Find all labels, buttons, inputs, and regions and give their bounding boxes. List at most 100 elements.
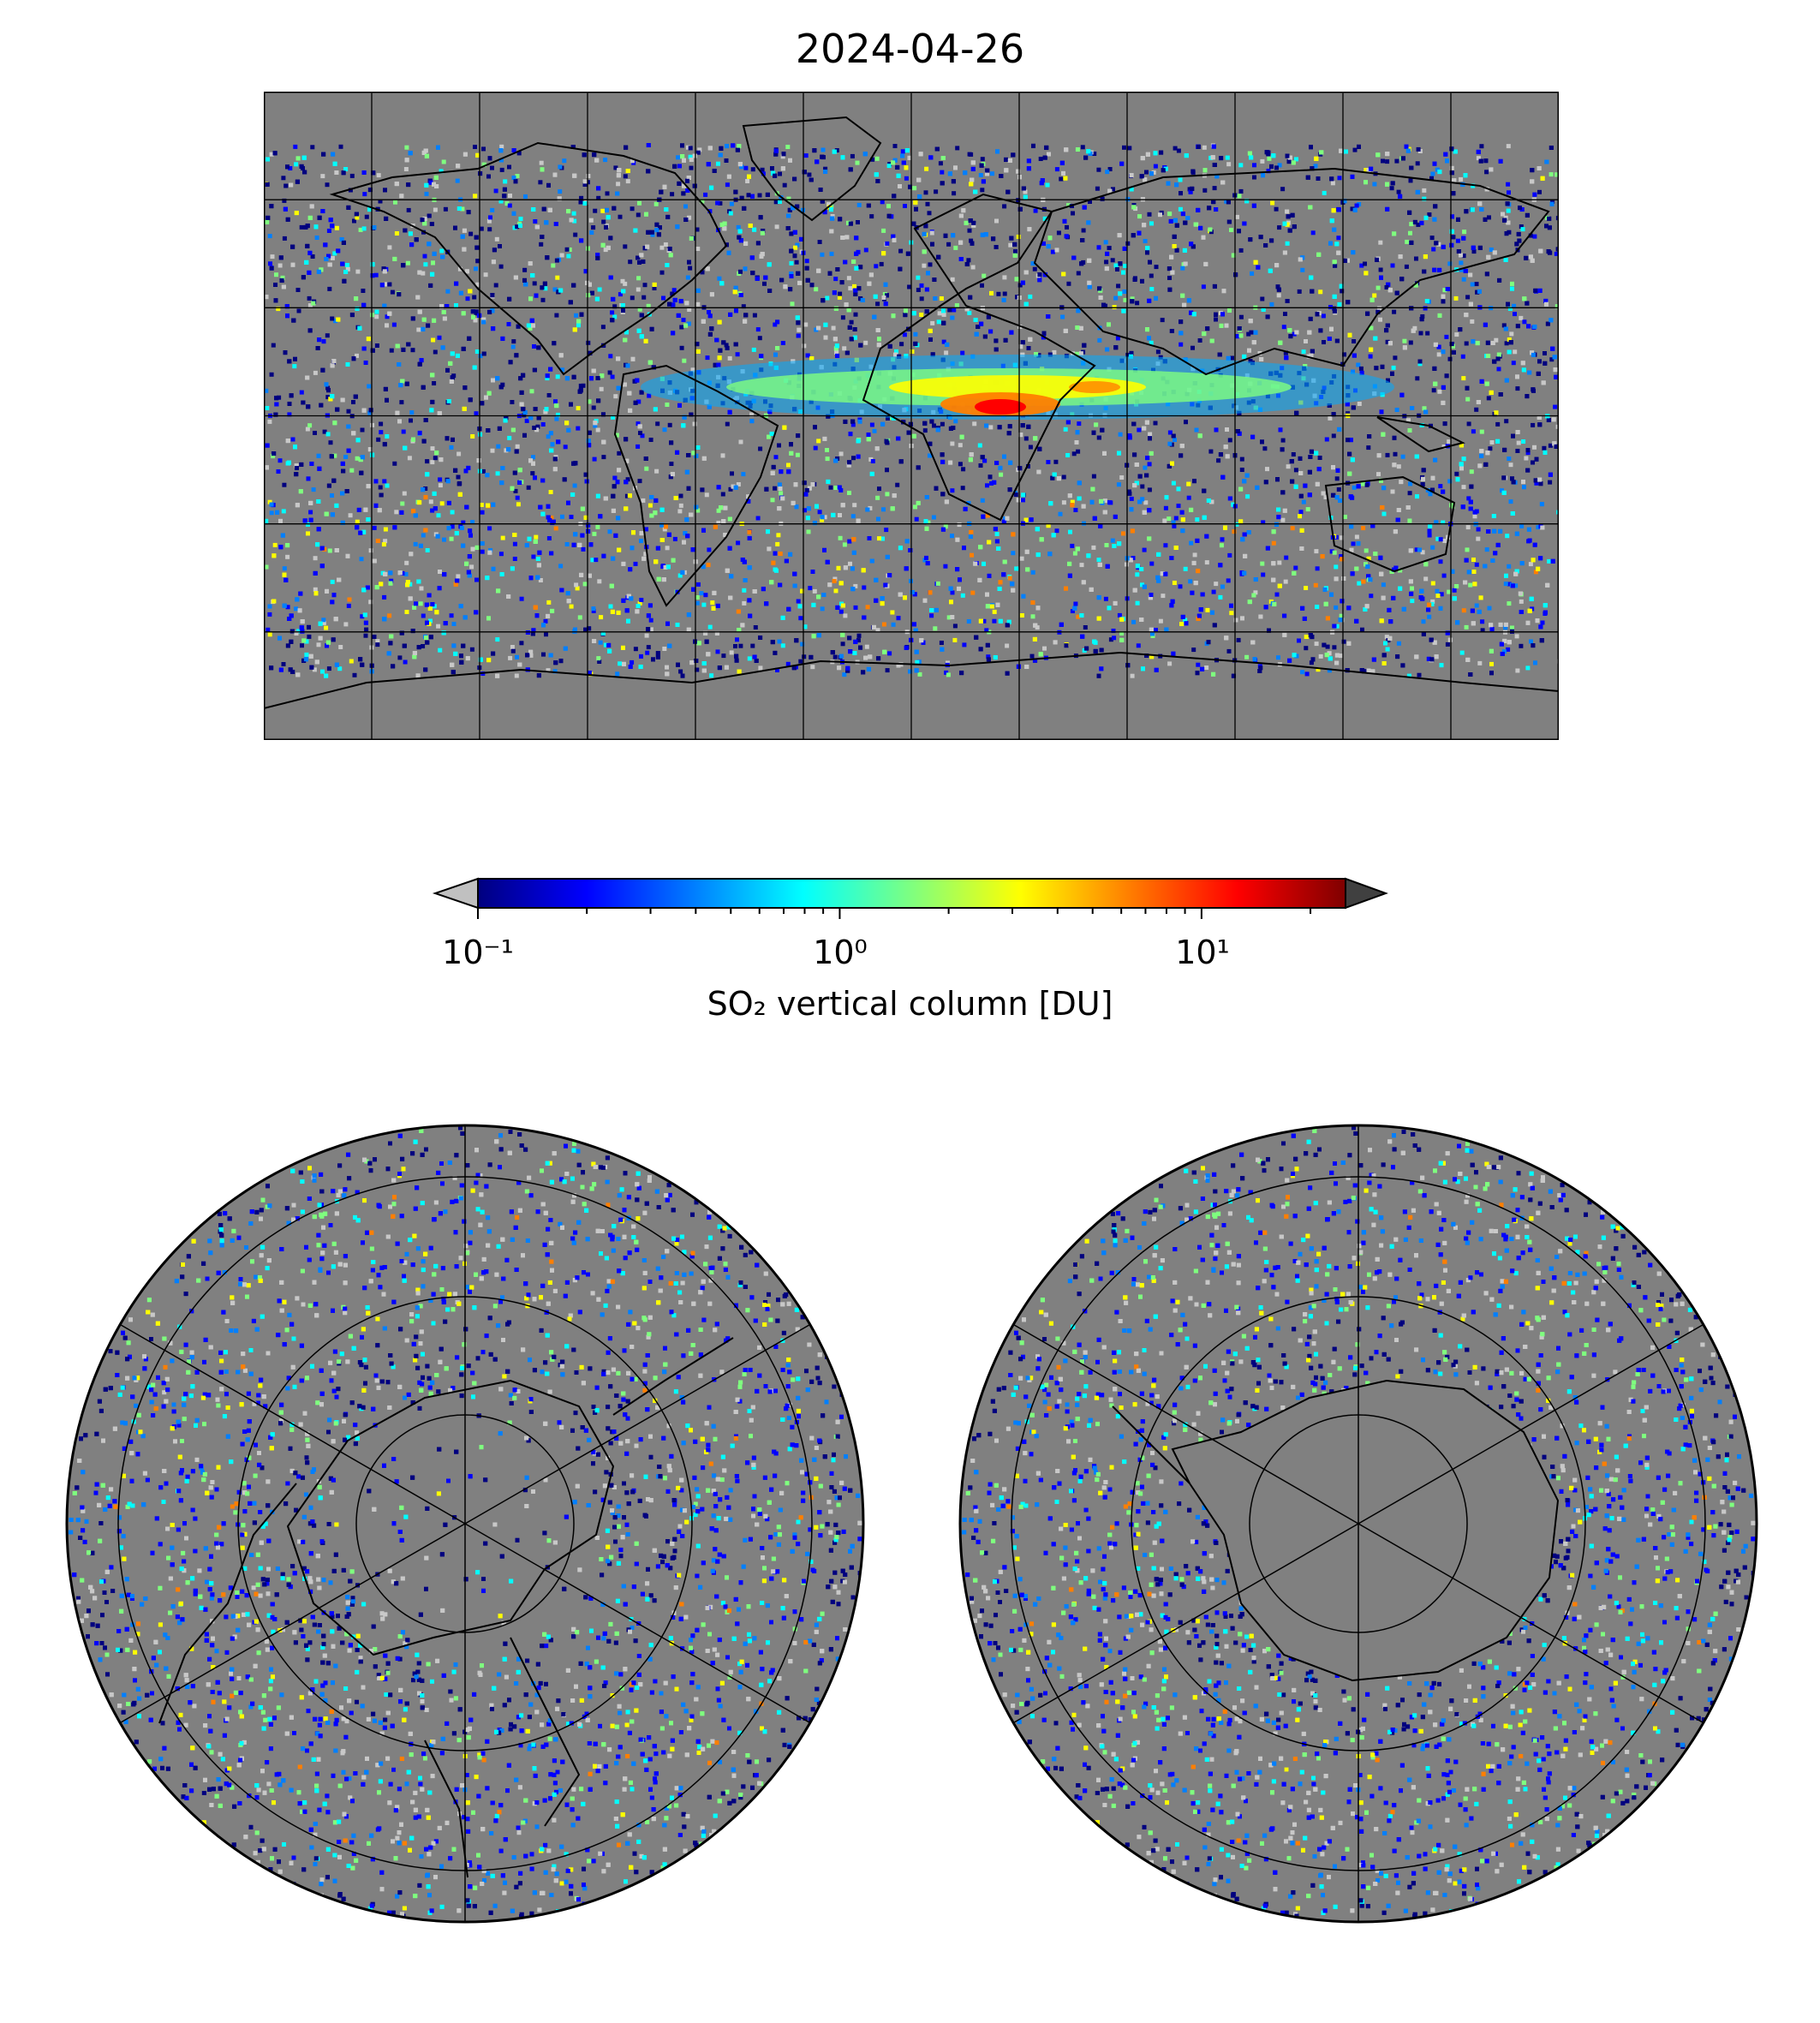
so2-pixel — [1459, 466, 1464, 471]
so2-pixel — [980, 498, 985, 503]
so2-pixel — [1548, 172, 1554, 177]
so2-pixel — [270, 254, 275, 260]
so2-pixel — [1416, 146, 1421, 152]
so2-pixel — [814, 327, 819, 332]
so2-pixel — [355, 353, 359, 358]
so2-pixel — [646, 645, 651, 650]
so2-pixel — [1186, 495, 1191, 500]
so2-pixel — [952, 191, 957, 196]
so2-pixel — [503, 179, 508, 184]
so2-pixel — [670, 192, 675, 197]
so2-pixel — [1357, 402, 1362, 406]
so2-pixel — [1528, 233, 1533, 238]
so2-pixel — [442, 537, 446, 542]
so2-pixel — [1097, 337, 1102, 343]
so2-pixel — [590, 558, 595, 563]
so2-pixel — [870, 157, 875, 162]
so2-pixel — [856, 638, 861, 643]
so2-pixel — [493, 283, 498, 288]
so2-pixel — [716, 508, 721, 513]
so2-pixel — [957, 522, 962, 528]
so2-pixel — [736, 540, 741, 546]
so2-pixel — [679, 325, 684, 330]
so2-pixel — [1336, 236, 1341, 241]
so2-pixel — [637, 479, 642, 484]
so2-pixel — [939, 641, 944, 645]
so2-pixel — [1277, 560, 1282, 565]
so2-pixel — [515, 444, 520, 449]
so2-pixel — [946, 242, 952, 247]
so2-pixel — [1304, 339, 1308, 343]
so2-pixel — [470, 434, 475, 439]
so2-pixel — [662, 647, 667, 651]
so2-pixel — [438, 647, 443, 653]
so2-pixel — [418, 601, 423, 606]
so2-pixel — [1423, 306, 1428, 311]
so2-pixel — [553, 399, 558, 404]
so2-pixel — [817, 240, 822, 244]
so2-pixel — [840, 315, 845, 320]
so2-pixel — [902, 332, 907, 337]
so2-pixel — [1537, 189, 1542, 194]
so2-pixel — [1479, 429, 1484, 434]
so2-pixel — [1202, 188, 1208, 193]
so2-pixel — [1201, 284, 1206, 289]
so2-pixel — [960, 486, 965, 491]
so2-pixel — [469, 564, 474, 570]
so2-pixel — [1350, 206, 1355, 212]
so2-pixel — [588, 218, 594, 223]
so2-pixel — [1396, 464, 1401, 469]
so2-pixel — [555, 275, 560, 280]
so2-pixel — [776, 533, 781, 538]
so2-pixel — [380, 570, 385, 576]
so2-pixel — [488, 548, 493, 553]
so2-pixel — [940, 170, 945, 175]
so2-pixel — [285, 554, 290, 559]
so2-pixel — [532, 281, 537, 286]
so2-pixel — [630, 158, 635, 164]
so2-pixel — [320, 669, 325, 674]
so2-pixel — [868, 505, 873, 510]
so2-pixel — [898, 184, 902, 188]
so2-pixel — [1422, 188, 1427, 193]
so2-pixel — [1438, 559, 1443, 564]
so2-pixel — [1377, 306, 1382, 311]
so2-pixel — [623, 281, 628, 286]
so2-pixel — [499, 167, 504, 172]
so2-pixel — [1092, 152, 1097, 156]
so2-pixel — [1496, 367, 1501, 372]
so2-pixel — [992, 609, 997, 614]
so2-pixel — [623, 244, 628, 249]
so2-pixel — [528, 325, 533, 331]
so2-pixel — [773, 455, 779, 460]
so2-pixel — [1408, 178, 1413, 183]
so2-pixel — [816, 439, 821, 444]
so2-pixel — [468, 231, 474, 236]
so2-pixel — [1002, 291, 1007, 296]
so2-pixel — [1317, 456, 1322, 460]
so2-pixel — [1030, 261, 1035, 266]
so2-pixel — [1021, 498, 1025, 503]
so2-pixel — [389, 348, 394, 353]
so2-pixel — [969, 152, 974, 157]
so2-pixel — [739, 164, 744, 170]
so2-pixel — [1016, 235, 1021, 239]
so2-pixel — [563, 445, 568, 450]
so2-pixel — [325, 432, 331, 437]
so2-pixel — [1154, 265, 1159, 270]
so2-pixel — [774, 224, 779, 230]
so2-pixel — [826, 201, 831, 206]
so2-pixel — [636, 444, 641, 449]
so2-pixel — [1542, 445, 1547, 451]
so2-pixel — [999, 472, 1004, 477]
so2-pixel — [1334, 534, 1339, 540]
so2-pixel — [1503, 582, 1508, 587]
so2-pixel — [1017, 283, 1023, 288]
so2-pixel — [969, 238, 974, 243]
so2-pixel — [1328, 305, 1333, 309]
so2-pixel — [1487, 215, 1491, 220]
so2-pixel — [919, 296, 924, 301]
so2-pixel — [299, 390, 304, 395]
so2-pixel — [1054, 167, 1059, 172]
so2-pixel — [671, 288, 677, 293]
